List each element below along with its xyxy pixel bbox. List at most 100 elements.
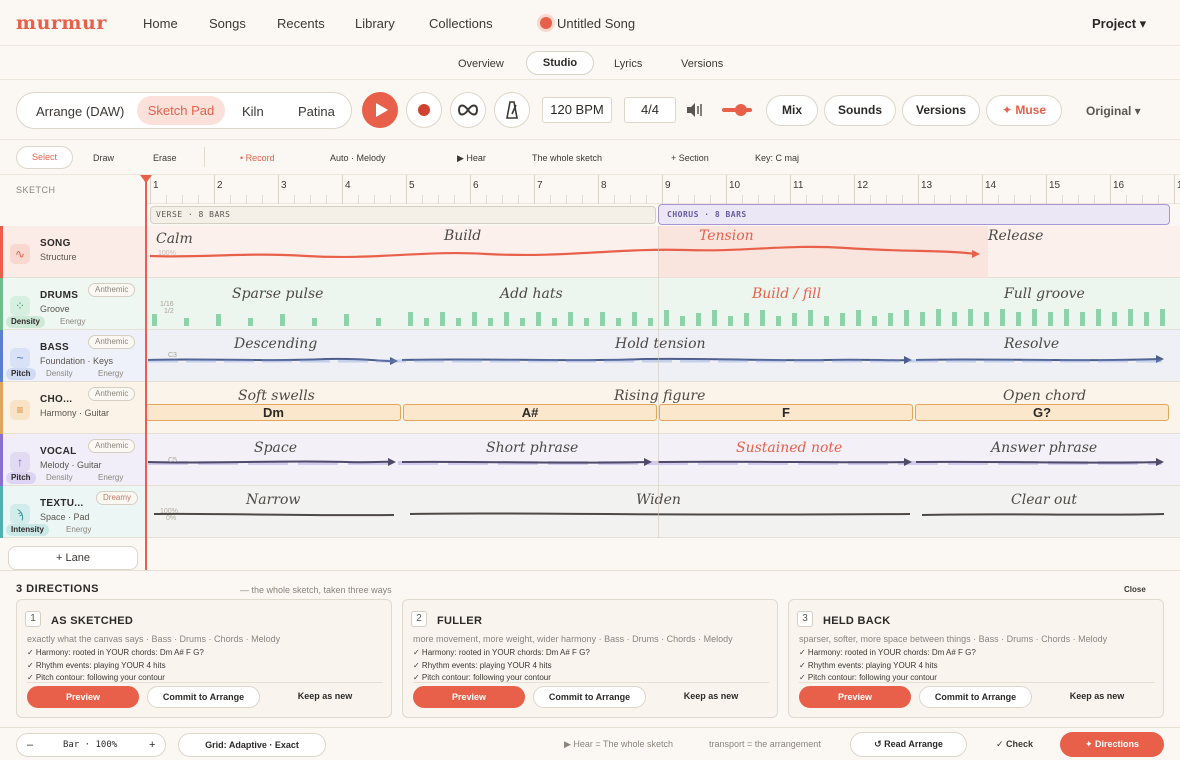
versions-button[interactable]: Versions	[902, 95, 980, 126]
chip-density[interactable]: Density	[46, 369, 73, 378]
lane-header-vocal[interactable]: ↑ VOCAL Melody · Guitar Anthemic Pitch D…	[0, 434, 146, 486]
check-button[interactable]: ✓ Check	[996, 739, 1034, 749]
style-badge[interactable]: Anthemic	[88, 387, 136, 401]
playhead[interactable]	[145, 175, 147, 570]
lane-header-song[interactable]: ∿ SONG Structure	[0, 226, 146, 278]
direction-card-2[interactable]: 2 FULLER more movement, more weight, wid…	[402, 599, 778, 718]
erase-tool[interactable]: Erase	[153, 153, 177, 163]
tab-overview[interactable]: Overview	[458, 58, 504, 70]
lane-drums[interactable]: Sparse pulse Add hats Build / fill Full …	[146, 278, 1180, 330]
lane-texture[interactable]: Narrow Widen Clear out 100% 0%	[146, 486, 1180, 538]
nav-home[interactable]: Home	[143, 16, 178, 31]
read-arrange-button[interactable]: ↺ Read Arrange	[850, 732, 967, 757]
select-tool[interactable]: Select	[16, 146, 73, 169]
annotation-space[interactable]: Space	[254, 440, 298, 456]
preview-button[interactable]: Preview	[799, 686, 911, 708]
project-menu[interactable]: Project ▾	[1092, 16, 1147, 31]
grid-mode-button[interactable]: Grid: Adaptive · Exact	[178, 733, 326, 757]
muse-button[interactable]: ✦ Muse	[986, 95, 1062, 126]
key-selector[interactable]: Key: C maj	[755, 153, 800, 163]
lane-header-drums[interactable]: ⁘ DRUMS Groove Anthemic Density Energy	[0, 278, 146, 330]
mode-sketch-pad[interactable]: Sketch Pad	[137, 96, 225, 125]
zoom-in-button[interactable]: +	[149, 739, 156, 751]
chip-density[interactable]: Density	[6, 316, 45, 328]
chord-block[interactable]: A#	[403, 404, 657, 421]
speaker-icon[interactable]	[684, 100, 704, 125]
annotation-narrow[interactable]: Narrow	[246, 492, 301, 508]
style-badge[interactable]: Dreamy	[96, 491, 139, 505]
annotation-open-chord[interactable]: Open chord	[1003, 388, 1087, 404]
annotation-descending[interactable]: Descending	[234, 336, 318, 352]
chord-block[interactable]: F	[659, 404, 913, 421]
style-badge[interactable]: Anthemic	[88, 439, 136, 453]
annotation-short-phrase[interactable]: Short phrase	[486, 440, 579, 456]
tab-studio[interactable]: Studio	[526, 51, 594, 75]
preview-button[interactable]: Preview	[413, 686, 525, 708]
chip-energy[interactable]: Energy	[66, 525, 92, 534]
annotation-build-fill[interactable]: Build / fill	[752, 286, 822, 302]
lane-bass[interactable]: Descending Hold tension Resolve C3	[146, 330, 1180, 382]
annotation-release[interactable]: Release	[988, 228, 1044, 244]
chip-pitch[interactable]: Pitch	[6, 472, 36, 484]
direction-card-1[interactable]: 1 AS SKETCHED exactly what the canvas sa…	[16, 599, 392, 718]
annotation-calm[interactable]: Calm	[156, 231, 193, 247]
mode-patina[interactable]: Patina	[298, 104, 335, 119]
chip-energy[interactable]: Energy	[98, 369, 124, 378]
record-button[interactable]	[406, 92, 442, 128]
chip-pitch[interactable]: Pitch	[6, 368, 36, 380]
chip-energy[interactable]: Energy	[60, 317, 86, 326]
lane-chords[interactable]: Soft swells Rising figure Open chord Dm …	[146, 382, 1180, 434]
tab-versions[interactable]: Versions	[681, 58, 724, 70]
nav-recents[interactable]: Recents	[277, 16, 325, 31]
loop-button[interactable]	[450, 92, 486, 128]
hear-scope[interactable]: The whole sketch	[532, 153, 603, 163]
nav-songs[interactable]: Songs	[209, 16, 246, 31]
hear-button[interactable]: ▶ Hear	[457, 153, 486, 163]
draw-tool[interactable]: Draw	[93, 153, 115, 163]
record-tool[interactable]: • Record	[240, 153, 275, 163]
annotation-soft-swells[interactable]: Soft swells	[238, 388, 315, 404]
direction-card-3[interactable]: 3 HELD BACK sparser, softer, more space …	[788, 599, 1164, 718]
lane-header-bass[interactable]: ~ BASS Foundation · Keys Anthemic Pitch …	[0, 330, 146, 382]
chip-density[interactable]: Density	[46, 473, 73, 482]
volume-slider[interactable]	[722, 102, 752, 118]
annotation-add-hats[interactable]: Add hats	[500, 286, 563, 302]
keep-as-new-button[interactable]: Keep as new	[1069, 691, 1125, 701]
chip-intensity[interactable]: Intensity	[6, 524, 49, 536]
commit-button[interactable]: Commit to Arrange	[147, 686, 260, 708]
zoom-out-button[interactable]: –	[27, 739, 34, 751]
annotation-sustained-note[interactable]: Sustained note	[736, 440, 843, 456]
commit-button[interactable]: Commit to Arrange	[919, 686, 1032, 708]
annotation-resolve[interactable]: Resolve	[1004, 336, 1060, 352]
mode-arrange[interactable]: Arrange (DAW)	[36, 104, 125, 119]
chord-block[interactable]: Dm	[146, 404, 401, 421]
annotation-hold-tension[interactable]: Hold tension	[615, 336, 706, 352]
time-signature-field[interactable]: 4/4	[624, 97, 676, 123]
annotation-sparse-pulse[interactable]: Sparse pulse	[232, 286, 324, 302]
keep-as-new-button[interactable]: Keep as new	[683, 691, 739, 701]
chord-block[interactable]: G?	[915, 404, 1169, 421]
directions-button[interactable]: ✦ Directions	[1060, 732, 1164, 757]
annotation-clear-out[interactable]: Clear out	[1011, 492, 1078, 508]
bar-ruler[interactable]: 1 2 3 4 5 6 7 8 9 10 11 12 13 14 15 16 1	[146, 175, 1180, 204]
close-button[interactable]: Close	[1124, 585, 1146, 594]
auto-melody-tool[interactable]: Auto · Melody	[330, 153, 386, 163]
chip-energy[interactable]: Energy	[98, 473, 124, 482]
add-section-button[interactable]: + Section	[671, 153, 709, 163]
playhead-handle-icon[interactable]	[140, 175, 152, 183]
play-button[interactable]	[362, 92, 398, 128]
annotation-rising-figure[interactable]: Rising figure	[614, 388, 706, 404]
original-dropdown[interactable]: Original ▾	[1086, 104, 1141, 118]
mix-button[interactable]: Mix	[766, 95, 818, 126]
annotation-tension[interactable]: Tension	[699, 228, 754, 244]
app-logo[interactable]: murmur	[16, 12, 107, 34]
metronome-button[interactable]	[494, 92, 530, 128]
annotation-build[interactable]: Build	[444, 228, 482, 244]
style-badge[interactable]: Anthemic	[88, 283, 136, 297]
annotation-full-groove[interactable]: Full groove	[1004, 286, 1085, 302]
lane-header-chords[interactable]: ≡ CHO... Harmony · Guitar Anthemic	[0, 382, 146, 434]
annotation-answer-phrase[interactable]: Answer phrase	[991, 440, 1098, 456]
style-badge[interactable]: Anthemic	[88, 335, 136, 349]
commit-button[interactable]: Commit to Arrange	[533, 686, 646, 708]
nav-library[interactable]: Library	[355, 16, 395, 31]
